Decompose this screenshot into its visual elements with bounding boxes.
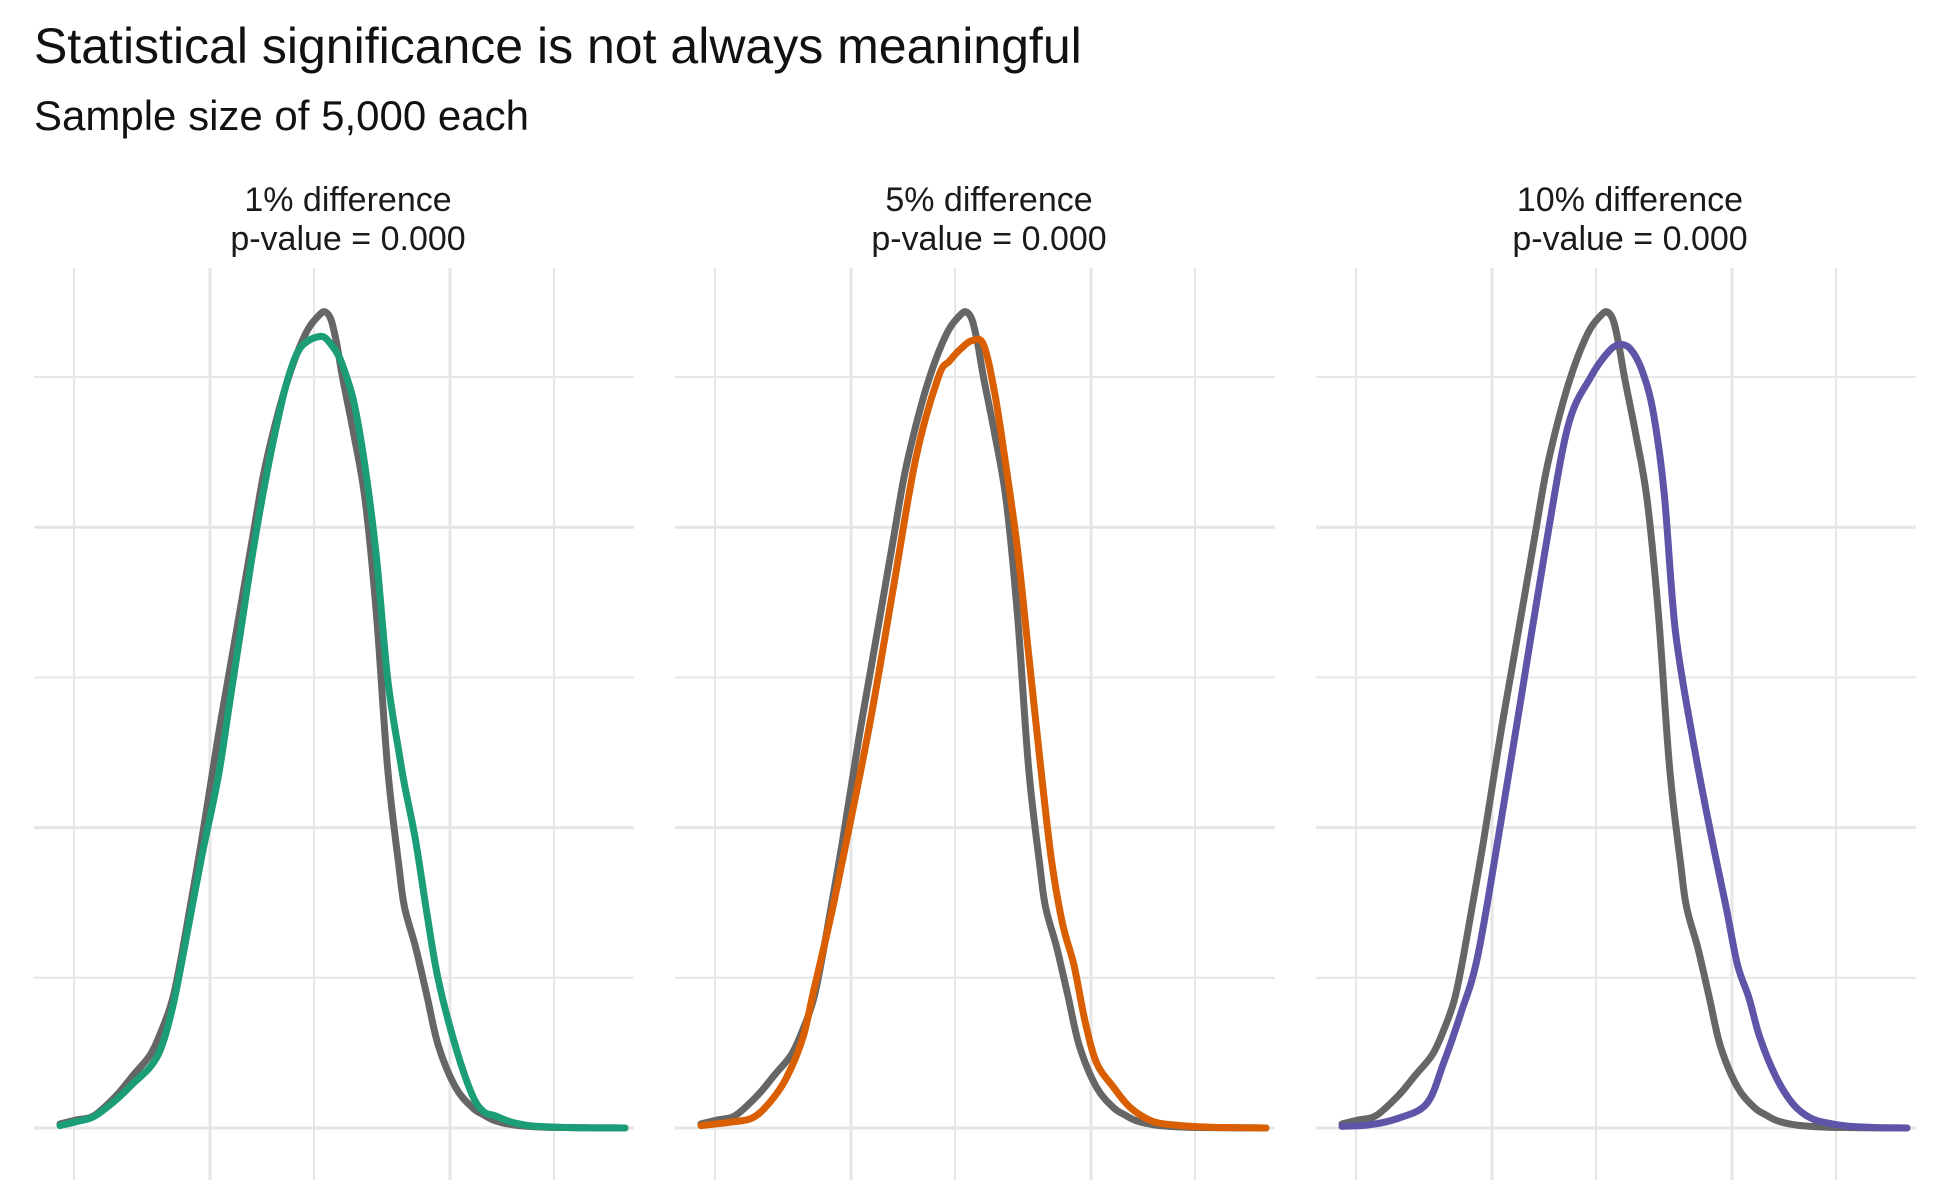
baseline-density-line — [697, 308, 1270, 1132]
baseline-density-line — [1338, 308, 1911, 1132]
facet-label-line1: 5% difference — [885, 181, 1092, 219]
facet-label-line1: 1% difference — [244, 181, 451, 219]
facet-label-line2: p-value = 0.000 — [1512, 220, 1747, 258]
facet-label-line1: 10% difference — [1517, 181, 1743, 219]
comparison-density-line — [1338, 340, 1911, 1132]
comparison-density-line — [56, 332, 629, 1132]
comparison-density-line — [697, 335, 1270, 1132]
facet-label-line2: p-value = 0.000 — [230, 220, 465, 258]
chart-title: Statistical significance is not always m… — [34, 18, 1082, 74]
baseline-density-line — [56, 308, 629, 1132]
chart-subtitle: Sample size of 5,000 each — [34, 92, 529, 139]
facet-label-line2: p-value = 0.000 — [871, 220, 1106, 258]
